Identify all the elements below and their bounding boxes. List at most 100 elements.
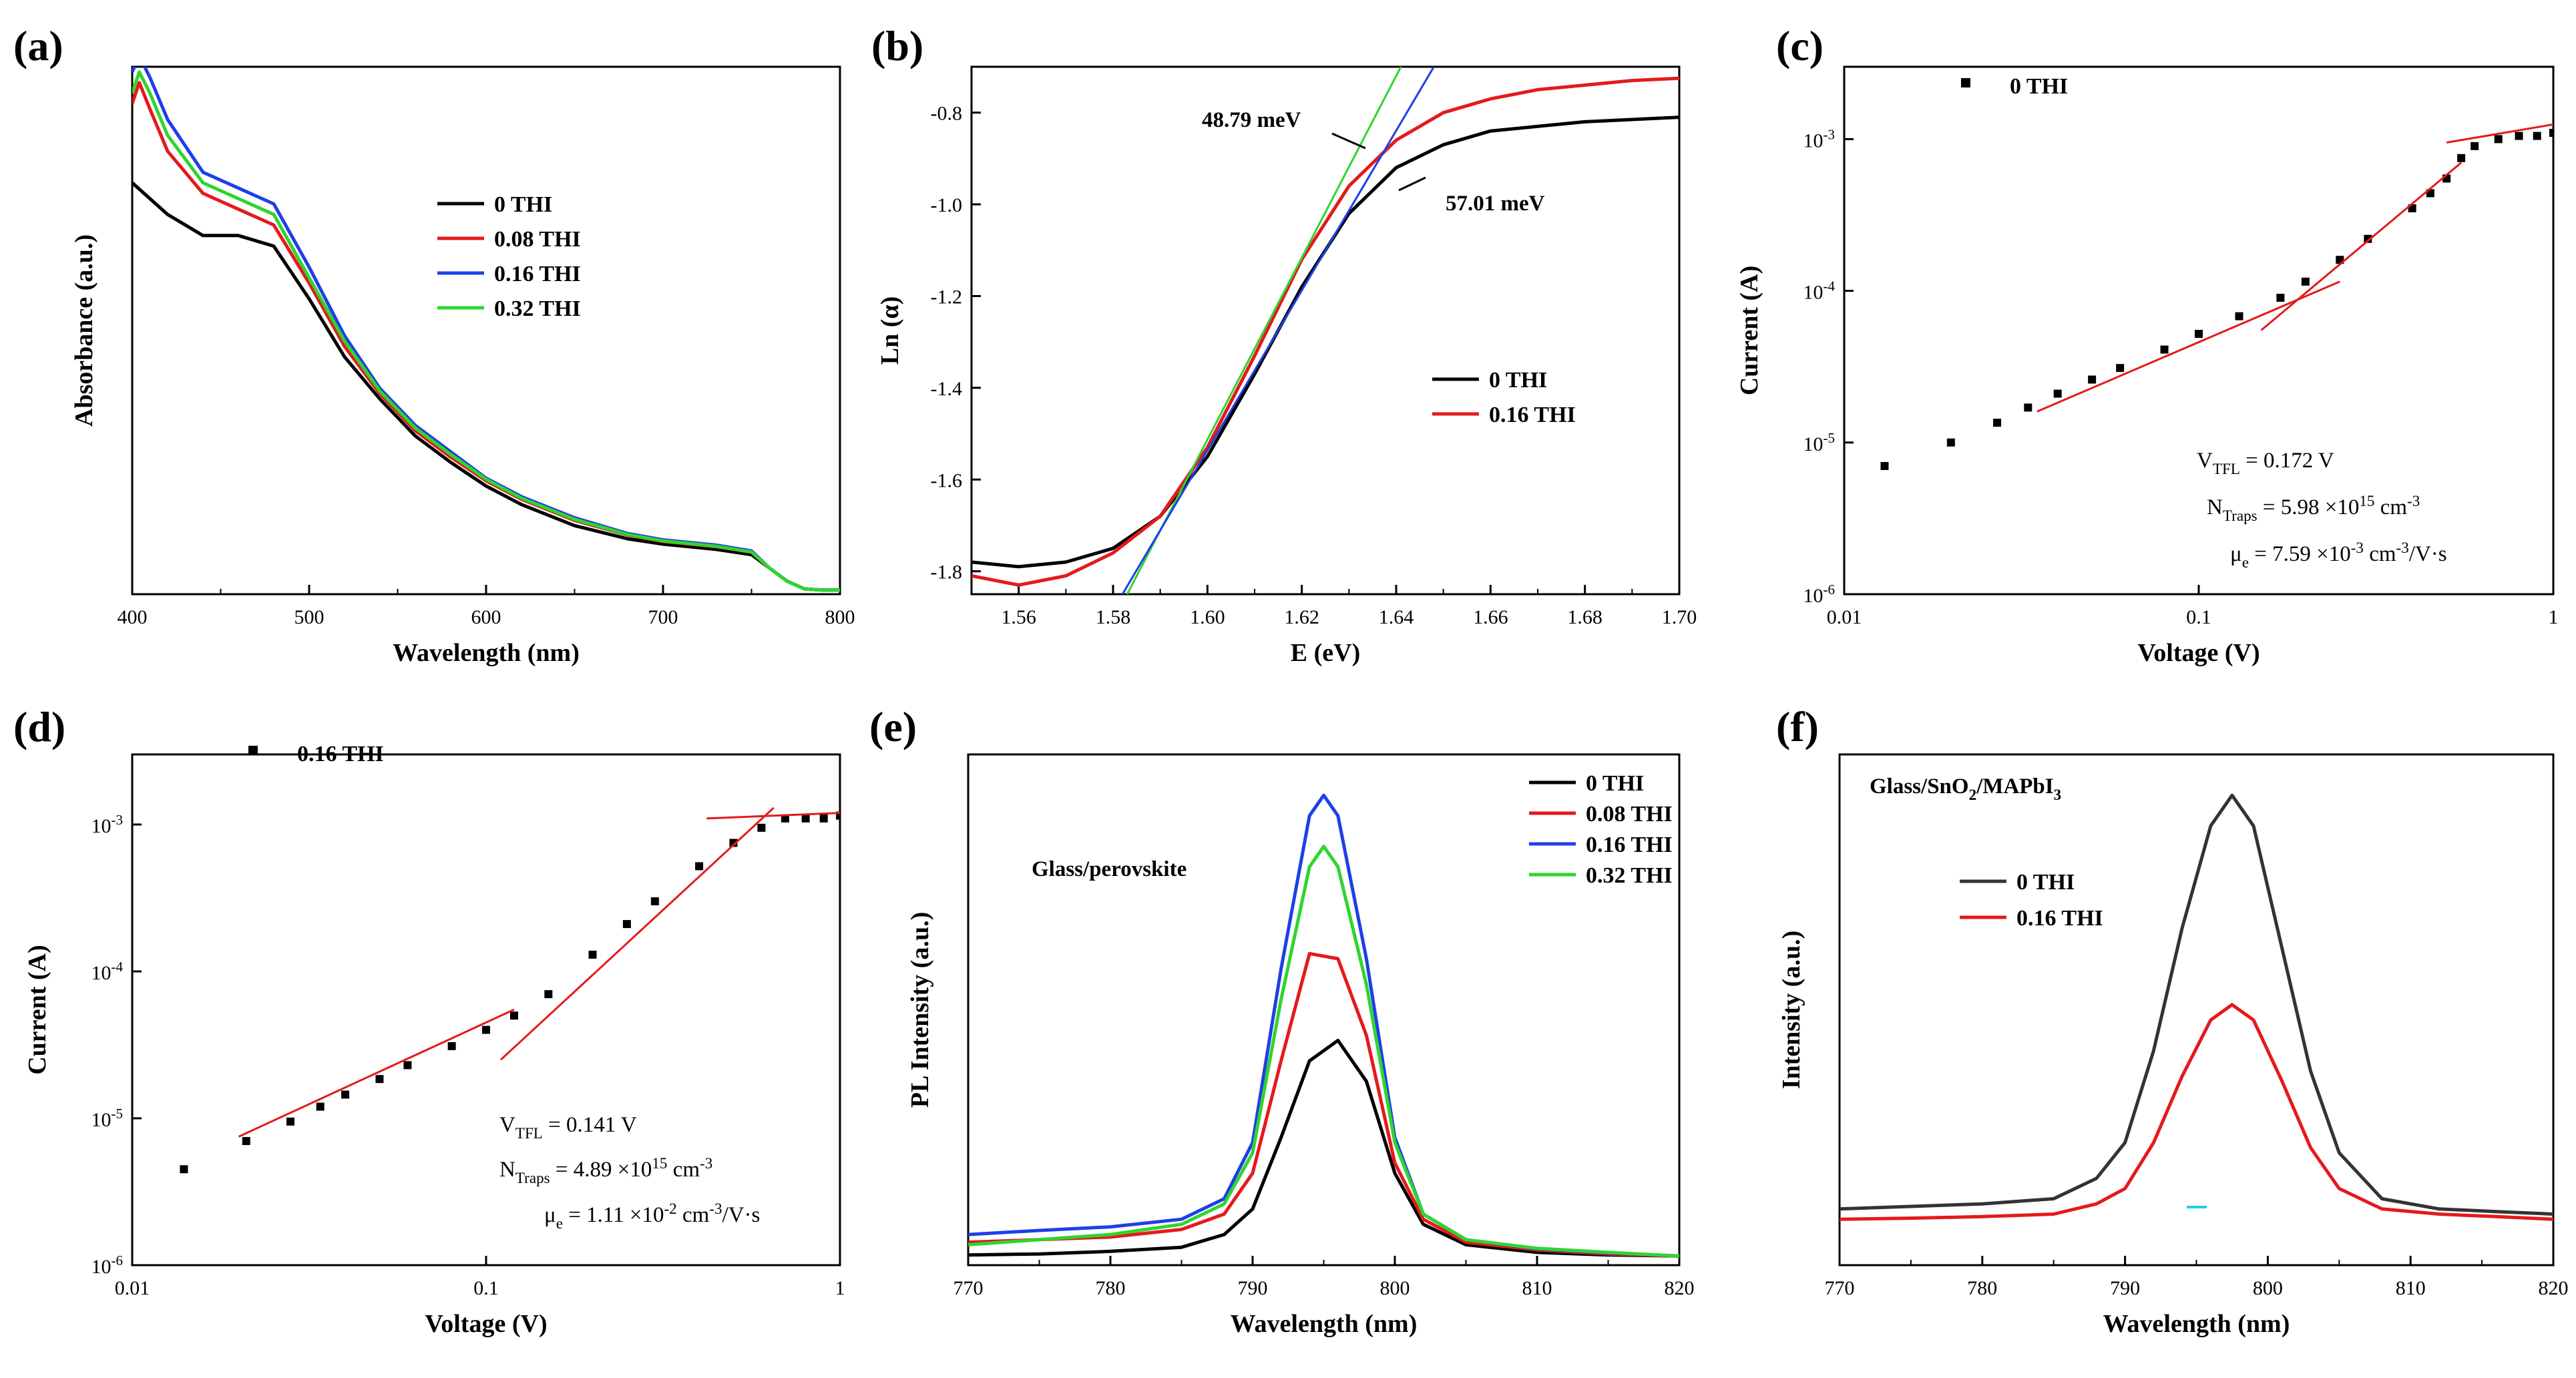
annotation-part: /V·s [2409, 542, 2447, 566]
y-tick-label-part: -3 [1823, 126, 1836, 142]
annotation-part: -3 [709, 1200, 722, 1217]
annotation-part: -3 [2407, 492, 2420, 509]
legend-marker [1961, 78, 1970, 87]
y-tick-label: 10-5 [1803, 430, 1836, 455]
series-line [132, 70, 840, 592]
x-tick-label: 790 [2110, 1277, 2140, 1299]
annotation: μe = 7.59 ×10-3 cm-3/V·s [2230, 539, 2447, 571]
annotation-arrow [1398, 176, 1426, 192]
data-point [2053, 389, 2062, 398]
data-point [2301, 277, 2310, 286]
data-point [482, 1025, 490, 1034]
y-tick-label-part: 10 [91, 1256, 112, 1278]
y-tick-label: -1.4 [931, 378, 963, 400]
data-point [286, 1117, 294, 1126]
x-axis-title: Wavelength (nm) [1231, 1310, 1418, 1338]
y-tick-label: 10-3 [91, 812, 124, 837]
x-tick-label: 810 [1522, 1277, 1552, 1299]
series-line [1840, 793, 2553, 1216]
y-tick-label-part: -3 [112, 812, 124, 828]
annotation-part: cm [2374, 495, 2407, 519]
x-tick-label: 0.01 [115, 1277, 150, 1299]
annotation-part: -3 [2351, 539, 2364, 556]
y-tick-label-part: -4 [112, 959, 124, 975]
data-point [1993, 419, 2002, 427]
series-group [1840, 793, 2553, 1221]
y-tick-label: 10-4 [1803, 278, 1836, 304]
y-tick-label-part: 10 [1803, 282, 1823, 304]
annotation-part: -3 [700, 1154, 712, 1172]
x-tick-label: 1.70 [1662, 606, 1697, 628]
annotation-part: = 0.141 V [543, 1113, 637, 1137]
x-tick-label: 1 [2549, 606, 2559, 628]
series-line [1121, 67, 1435, 594]
series-line [2036, 280, 2340, 413]
annotation-part: e [556, 1214, 563, 1232]
legend-label: 0.08 THI [1586, 802, 1673, 827]
series-line [968, 1038, 1679, 1258]
annotation-part: V [499, 1113, 515, 1137]
panel-letter: (b) [871, 22, 923, 69]
x-tick-label: 1.56 [1001, 606, 1036, 628]
y-tick-label: 10-4 [91, 959, 124, 984]
x-tick-label: 820 [1665, 1277, 1695, 1299]
data-point [2364, 234, 2372, 243]
data-point [801, 814, 810, 823]
x-tick-label: 500 [294, 606, 325, 628]
y-tick-label-part: -6 [112, 1252, 124, 1269]
legend-label: 0 THI [2016, 870, 2075, 895]
y-tick-label-part: 10 [91, 815, 112, 837]
data-point [2160, 345, 2169, 354]
x-tick-label: 700 [648, 606, 678, 628]
annotation-part: μ [544, 1203, 556, 1227]
annotation-part: -3 [2396, 539, 2409, 556]
y-tick-label-part: -4 [1823, 278, 1836, 294]
series-line [968, 845, 1679, 1258]
panel-a: (a) 400 500 600 700 800 Wavelength (nm) Absorba… [13, 22, 855, 667]
series-line [132, 181, 840, 592]
annotation-part: = 7.59 ×10 [2249, 542, 2351, 566]
annotation-part: e [2242, 553, 2249, 571]
series-line [499, 807, 775, 1061]
panel-letter: (a) [13, 22, 63, 69]
series-line [2446, 123, 2553, 144]
x-tick-label: 1.68 [1567, 606, 1602, 628]
annotation-part: TFL [2213, 460, 2240, 477]
y-tick-label: -1.0 [931, 194, 963, 216]
data-point [2471, 142, 2479, 150]
series-line [972, 76, 1679, 587]
y-axis-title: Intensity (a.u.) [1777, 931, 1805, 1090]
x-tick-label: 1.58 [1096, 606, 1131, 628]
series-line [1840, 1003, 2553, 1221]
data-point [2457, 154, 2466, 162]
annotation: Glass/SnO2/MAPbI3 [1870, 774, 2061, 803]
y-tick-label: 10-6 [1803, 582, 1836, 607]
y-tick-label-part: -5 [1823, 430, 1836, 446]
y-tick-label-part: 10 [1803, 433, 1823, 455]
legend-marker [248, 746, 258, 755]
x-tick-label: 800 [2253, 1277, 2283, 1299]
annotation-part: = 5.98 ×10 [2258, 495, 2360, 519]
plot-frame [131, 65, 841, 596]
annotation-part: Traps [2223, 507, 2258, 524]
annotation-part: = 0.172 V [2240, 449, 2334, 473]
y-axis-title: Absorbance (a.u.) [70, 234, 98, 427]
annotation-part: TFL [515, 1124, 543, 1142]
x-tick-label: 1.64 [1379, 606, 1414, 628]
series-group [180, 807, 840, 1174]
series-group [972, 67, 1679, 594]
data-point [695, 862, 704, 871]
y-tick-label-part: 10 [91, 962, 112, 984]
x-axis-title: Wavelength (nm) [393, 639, 580, 667]
x-tick-label: 1.62 [1284, 606, 1319, 628]
y-tick-label: -1.8 [931, 561, 963, 584]
y-tick-label-part: -6 [1823, 582, 1836, 598]
y-tick-label-part: 10 [1803, 130, 1823, 152]
x-tick-label: 0.1 [2186, 606, 2211, 628]
panel-letter: (d) [13, 703, 65, 750]
legend-label: 0.32 THI [1586, 863, 1673, 888]
x-axis-title: Wavelength (nm) [2103, 1310, 2290, 1338]
y-axis-title: PL Intensity (a.u.) [906, 912, 934, 1108]
annotation: NTraps = 5.98 ×1015 cm-3 [2207, 492, 2420, 524]
panel-b: (b) 1.56 1.58 1.60 1.62 1.64 1.66 1.68 1.70 -1.8 -… [871, 22, 1697, 667]
